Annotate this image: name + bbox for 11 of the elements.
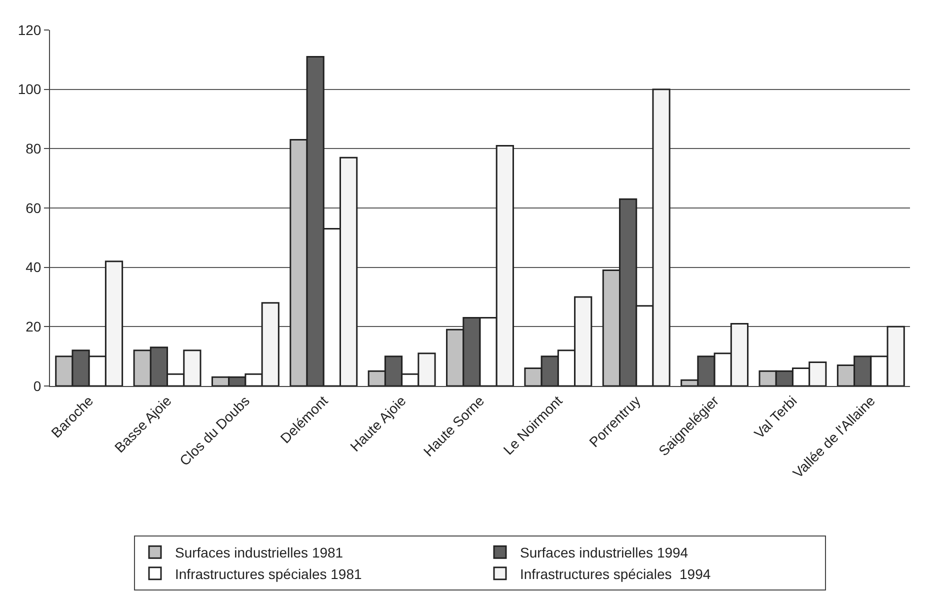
y-tick-label: 80: [26, 140, 42, 157]
legend-label: Infrastructures spéciales 1994: [520, 566, 711, 582]
legend-label: Surfaces industrielles 1981: [175, 544, 344, 561]
y-tick-label: 20: [26, 318, 42, 335]
legend-label: Infrastructures spéciales 1981: [175, 566, 362, 582]
y-tick-label: 0: [33, 378, 42, 394]
y-tick-label: 60: [26, 200, 42, 216]
y-tick-label: 120: [18, 22, 42, 38]
legend-label: Surfaces industrielles 1994: [520, 544, 688, 561]
y-tick-label: 40: [26, 259, 42, 276]
y-tick-label: 100: [18, 81, 42, 98]
